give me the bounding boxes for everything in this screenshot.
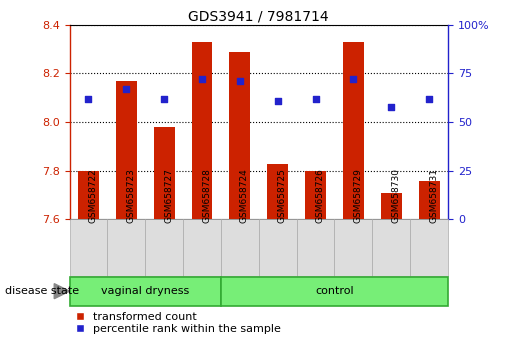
Text: GSM658723: GSM658723 [126, 169, 135, 223]
Bar [259, 219, 297, 276]
Point [198, 76, 206, 82]
Text: GSM658722: GSM658722 [89, 169, 97, 223]
Title: GDS3941 / 7981714: GDS3941 / 7981714 [188, 10, 329, 24]
Point [122, 86, 130, 92]
Bar [297, 219, 335, 276]
Bar [305, 171, 326, 219]
Point [160, 96, 168, 102]
Text: GSM658731: GSM658731 [429, 169, 438, 223]
Point [273, 98, 282, 103]
Text: vaginal dryness: vaginal dryness [101, 286, 190, 296]
Bar [145, 219, 183, 276]
Bar [419, 181, 439, 219]
Legend: transformed count, percentile rank within the sample: transformed count, percentile rank withi… [75, 312, 281, 334]
Bar [107, 219, 145, 276]
Text: disease state: disease state [5, 286, 79, 296]
Bar [372, 219, 410, 276]
Bar [116, 81, 136, 219]
Bar [343, 42, 364, 219]
Point [425, 96, 433, 102]
Text: GSM658724: GSM658724 [240, 169, 249, 223]
Text: GSM658726: GSM658726 [316, 169, 324, 223]
Text: GSM658728: GSM658728 [202, 169, 211, 223]
Bar [78, 171, 99, 219]
Text: GSM658725: GSM658725 [278, 169, 287, 223]
Polygon shape [54, 284, 70, 299]
Text: GSM658729: GSM658729 [353, 169, 363, 223]
Point [349, 76, 357, 82]
Point [84, 96, 93, 102]
Bar [192, 42, 212, 219]
Text: control: control [315, 286, 354, 296]
Point [312, 96, 320, 102]
Point [236, 78, 244, 84]
Bar [183, 219, 221, 276]
Bar [267, 164, 288, 219]
Bar [381, 193, 402, 219]
Point [387, 104, 396, 109]
Bar [410, 219, 448, 276]
Bar [154, 127, 175, 219]
Text: GSM658727: GSM658727 [164, 169, 173, 223]
Bar [221, 219, 259, 276]
Bar [70, 219, 107, 276]
Bar [230, 52, 250, 219]
Bar [70, 277, 221, 306]
Bar [335, 219, 372, 276]
Text: GSM658730: GSM658730 [391, 169, 400, 223]
Bar [221, 277, 448, 306]
